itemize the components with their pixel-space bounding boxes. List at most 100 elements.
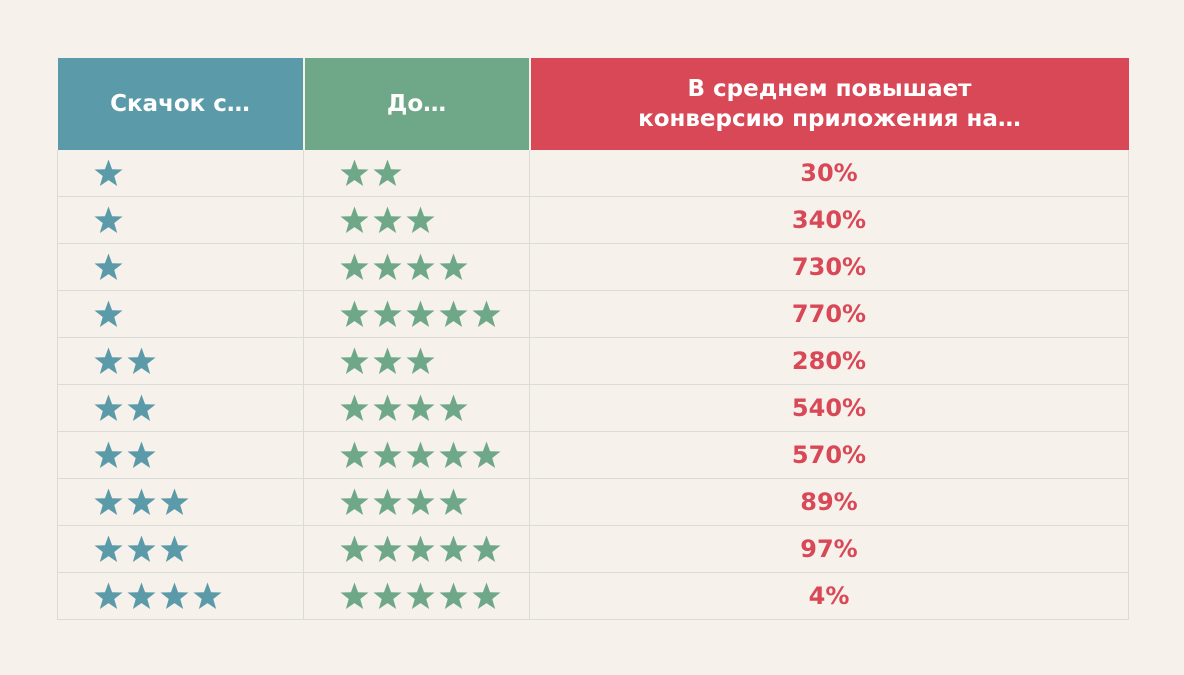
star-icon [406,487,435,515]
conversion-increase-value: 280% [529,337,1129,385]
star-icon [406,534,435,562]
from-stars [58,479,303,525]
star-icon [94,393,123,421]
star-icon [94,534,123,562]
table-row: 340% [57,196,1129,244]
from-stars [58,573,303,619]
conversion-increase-value: 340% [529,196,1129,244]
star-icon [373,299,402,327]
to-rating-cell [303,572,530,620]
conversion-increase-value: 570% [529,431,1129,479]
from-stars [58,385,303,431]
star-icon [127,440,156,468]
from-rating-cell [57,290,304,338]
star-icon [160,487,189,515]
star-icon [340,393,369,421]
to-stars [304,150,529,196]
from-rating-cell [57,384,304,432]
star-icon [406,205,435,233]
conversion-increase-value: 30% [529,150,1129,197]
star-icon [160,534,189,562]
conversion-increase-value: 540% [529,384,1129,432]
to-rating-cell [303,243,530,291]
star-icon [340,534,369,562]
header-conversion: В среднем повышает конверсию приложения … [529,58,1129,150]
from-rating-cell [57,572,304,620]
conversion-increase-value: 89% [529,478,1129,526]
to-stars [304,385,529,431]
from-stars [58,526,303,572]
from-stars [58,432,303,478]
to-stars [304,197,529,243]
from-rating-cell [57,525,304,573]
to-stars [304,526,529,572]
star-icon [340,299,369,327]
star-icon [439,534,468,562]
star-icon [340,158,369,186]
star-icon [472,440,501,468]
star-icon [127,393,156,421]
from-rating-cell [57,150,304,197]
star-icon [472,299,501,327]
to-stars [304,432,529,478]
star-icon [94,581,123,609]
star-icon [472,581,501,609]
to-stars [304,291,529,337]
star-icon [373,440,402,468]
table-header-row: Скачок с… До… В среднем повышает конверс… [57,58,1129,150]
conversion-increase-value: 4% [529,572,1129,620]
star-icon [340,581,369,609]
star-icon [439,252,468,280]
star-icon [340,487,369,515]
star-icon [406,299,435,327]
from-stars [58,244,303,290]
to-stars [304,573,529,619]
star-icon [193,581,222,609]
star-icon [406,581,435,609]
star-icon [373,534,402,562]
star-icon [439,440,468,468]
star-icon [373,393,402,421]
star-icon [94,299,123,327]
from-rating-cell [57,243,304,291]
to-rating-cell [303,478,530,526]
to-rating-cell [303,196,530,244]
star-icon [94,252,123,280]
star-icon [439,487,468,515]
star-icon [127,581,156,609]
star-icon [439,393,468,421]
star-icon [94,158,123,186]
to-rating-cell [303,431,530,479]
from-stars [58,291,303,337]
star-icon [439,299,468,327]
star-icon [406,346,435,374]
to-stars [304,479,529,525]
star-icon [439,581,468,609]
header-from: Скачок с… [57,58,305,150]
star-icon [406,393,435,421]
to-rating-cell [303,290,530,338]
star-icon [94,346,123,374]
table-row: 540% [57,384,1129,432]
from-rating-cell [57,431,304,479]
star-icon [160,581,189,609]
star-icon [340,252,369,280]
table-row: 97% [57,525,1129,573]
star-icon [94,205,123,233]
from-stars [58,150,303,196]
table-row: 730% [57,243,1129,291]
table-row: 570% [57,431,1129,479]
star-icon [127,534,156,562]
star-icon [373,252,402,280]
star-icon [94,440,123,468]
to-rating-cell [303,150,530,197]
star-icon [373,581,402,609]
to-rating-cell [303,384,530,432]
from-rating-cell [57,196,304,244]
table-row: 4% [57,572,1129,620]
rating-conversion-table: Скачок с… До… В среднем повышает конверс… [57,58,1129,620]
star-icon [373,205,402,233]
star-icon [340,205,369,233]
to-stars [304,338,529,384]
conversion-increase-value: 730% [529,243,1129,291]
